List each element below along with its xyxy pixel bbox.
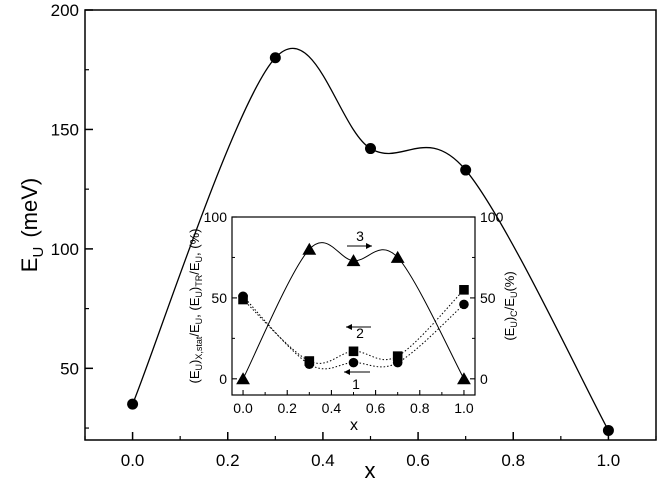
main-y-tick-label: 50 <box>60 359 79 378</box>
svg-text:EU(meV): EU (meV) <box>17 178 47 272</box>
main-series-line <box>131 47 609 431</box>
inset-data-point-3 <box>236 372 250 385</box>
svg-text:(EU)X,stat/EU, (EU)TR/EU, (%): (EU)X,stat/EU, (EU)TR/EU, (%) <box>187 229 204 384</box>
main-y-tick-label: 100 <box>51 240 79 259</box>
inset-data-point-3 <box>390 250 405 263</box>
inset-right-y-axis-label: (EU)C/EU(%) <box>502 271 519 340</box>
inset-series-layer <box>236 242 471 385</box>
inset-y-left-tick-label: 100 <box>204 209 228 225</box>
inset-y-left-tick-label: 50 <box>211 290 227 306</box>
inset-y-right-tick-label: 0 <box>480 371 488 387</box>
inset-data-point-2 <box>238 294 248 305</box>
main-y-label-sub: U <box>30 247 47 258</box>
main-data-point <box>602 424 614 436</box>
inset-data-point-3 <box>302 242 317 255</box>
inset-data-point-2 <box>348 346 359 357</box>
inset-x-tick-label: 0.2 <box>277 400 297 416</box>
main-x-tick-label: 0.2 <box>216 451 240 470</box>
main-y-tick-label: 200 <box>51 1 79 20</box>
inset-plot-frame <box>231 216 476 396</box>
main-x-axis-label: x <box>365 458 376 481</box>
main-y-label-main: E <box>17 258 42 273</box>
inset-x-tick-label: 1.0 <box>454 400 474 416</box>
main-data-point <box>269 52 281 64</box>
inset-y-right-tick-label: 50 <box>480 290 496 306</box>
main-x-tick-label: 1.0 <box>597 451 621 470</box>
main-data-point <box>127 398 139 410</box>
inset-data-point-1 <box>459 299 469 310</box>
inset-y-right-tick-label: 100 <box>480 209 504 225</box>
inset-left-y-axis-label: (EU)X,stat/EU, (EU)TR/EU, (%) <box>187 229 204 384</box>
inset-x-axis-label: x <box>350 417 358 434</box>
main-x-tick-label: 0.4 <box>311 451 335 470</box>
inset-axis-ticks: 0.0 0.2 0.4 0.6 0.8 1.0 0 50 100 0 50 100 <box>204 209 504 416</box>
inset-data-point-3 <box>457 372 471 385</box>
inset-x-tick-label: 0.6 <box>366 400 386 416</box>
inset-x-tick-label: 0.4 <box>322 400 342 416</box>
inset-x-tick-label: 0.8 <box>410 400 430 416</box>
main-y-axis-label: EU (meV) <box>17 178 47 272</box>
inset-annotation-3: 3 <box>356 228 364 244</box>
inset-x-tick-label: 0.0 <box>233 400 253 416</box>
inset-data-point-3 <box>346 254 361 267</box>
main-y-tick-label: 150 <box>51 120 79 139</box>
inset-y-left-tick-label: 0 <box>219 371 227 387</box>
main-x-tick-label: 0.8 <box>501 451 525 470</box>
inset-data-point-2 <box>304 356 315 366</box>
inset-annotation-1: 1 <box>352 376 360 392</box>
main-y-label-unit: (meV) <box>17 178 42 238</box>
main-data-point <box>365 143 376 155</box>
inset-data-point-2 <box>459 285 469 295</box>
arrow-right-icon <box>347 243 372 249</box>
inset-data-point-2 <box>392 351 403 361</box>
arrow-left-icon <box>344 369 370 375</box>
main-x-tick-label: 0.6 <box>406 451 430 470</box>
main-data-point <box>460 164 472 176</box>
inset-annotation-2: 2 <box>356 325 364 341</box>
arrow-left-icon <box>346 324 371 330</box>
main-x-tick-label: 0.0 <box>121 451 145 470</box>
svg-text:(EU)C/EU(%): (EU)C/EU(%) <box>502 271 519 340</box>
main-series-layer <box>127 47 614 436</box>
inset-data-point-1 <box>348 357 359 368</box>
